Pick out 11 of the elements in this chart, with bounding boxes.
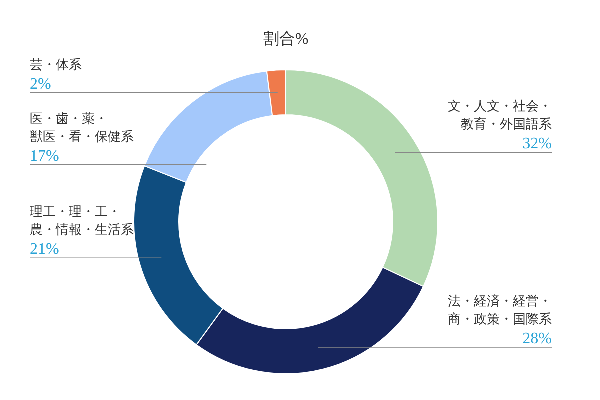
data-label: 21%	[30, 241, 60, 258]
data-label: 17%	[30, 148, 60, 165]
slice-label: 法・経済・経営・商・政策・国際系	[448, 293, 552, 326]
slice-label: 文・人文・社会・教育・外国語系	[448, 98, 552, 132]
data-label: 32%	[522, 136, 552, 153]
slice-label: 理工・理・工・農・情報・生活系	[30, 204, 134, 238]
data-label: 28%	[522, 330, 552, 348]
slice-label: 医・歯・薬・獣医・看・保健系	[30, 110, 134, 144]
slice-label: 芸・体系	[30, 56, 82, 72]
chart-title: 割合%	[263, 30, 309, 48]
data-label: 2%	[30, 76, 52, 93]
